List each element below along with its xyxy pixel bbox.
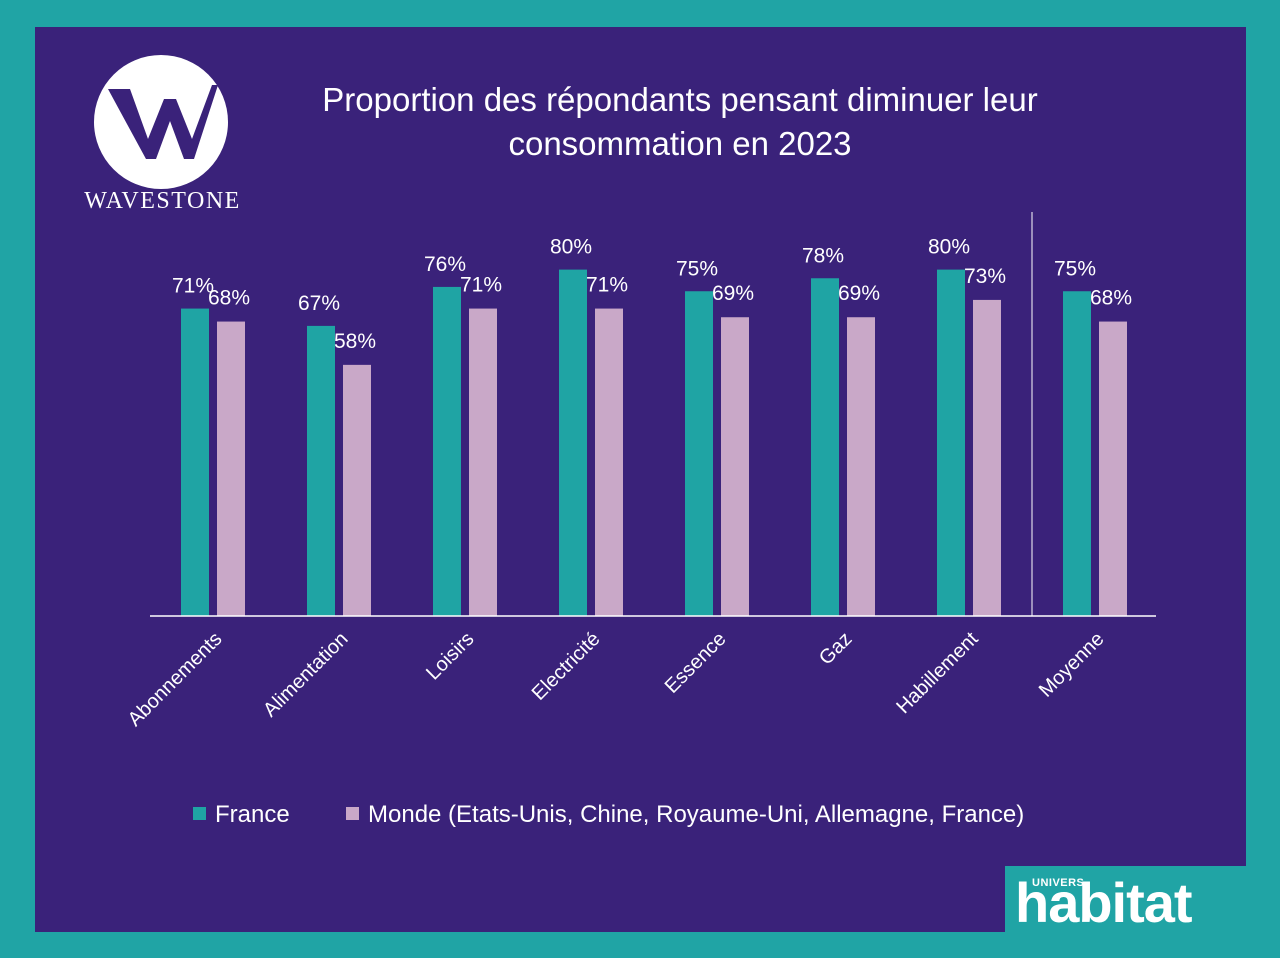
legend-monde-swatch — [346, 807, 359, 820]
data-label-monde-alimentation: 58% — [334, 330, 376, 353]
x-tick-label-abonnements: Abonnements — [124, 628, 227, 731]
data-label-monde-habillement: 73% — [964, 265, 1006, 288]
data-label-monde-electricite: 71% — [586, 274, 628, 297]
data-label-monde-abonnements: 68% — [208, 287, 250, 310]
data-label-monde-moyenne: 68% — [1090, 287, 1132, 310]
data-label-france-loisirs: 76% — [424, 253, 466, 276]
data-label-france-alimentation: 67% — [298, 292, 340, 315]
data-label-france-moyenne: 75% — [1054, 257, 1096, 280]
data-label-monde-gaz: 69% — [838, 282, 880, 305]
bar-monde-alimentation — [343, 364, 371, 616]
bar-monde-habillement — [973, 299, 1001, 616]
chart-title-line-1: Proportion des répondants pensant diminu… — [322, 81, 1038, 118]
bar-france-essence — [685, 291, 713, 616]
chart-title: Proportion des répondants pensant diminu… — [260, 78, 1100, 166]
bar-france-habillement — [937, 269, 965, 616]
bar-france-moyenne — [1063, 291, 1091, 616]
data-label-france-essence: 75% — [676, 257, 718, 280]
bar-france-electricite — [559, 269, 587, 616]
legend-france-label: France — [215, 801, 290, 828]
data-label-france-habillement: 80% — [928, 236, 970, 259]
data-label-monde-loisirs: 71% — [460, 274, 502, 297]
bar-monde-essence — [721, 317, 749, 616]
bar-france-gaz — [811, 278, 839, 616]
bar-france-abonnements — [181, 308, 209, 616]
x-tick-label-electricite: Electricité — [528, 628, 605, 705]
legend-france-swatch — [193, 807, 206, 820]
legend-monde-label: Monde (Etats-Unis, Chine, Royaume-Uni, A… — [368, 801, 1024, 828]
x-tick-label-essence: Essence — [661, 628, 731, 698]
bar-france-alimentation — [307, 325, 335, 616]
data-label-france-abonnements: 71% — [172, 275, 214, 298]
x-tick-label-moyenne: Moyenne — [1035, 628, 1109, 702]
logo-wordmark: WAVESTONE — [84, 188, 241, 214]
x-tick-label-gaz: Gaz — [815, 628, 856, 669]
badge-univers-label: UNIVERS — [1032, 877, 1085, 889]
badge-wordmark: habitat — [1015, 871, 1193, 934]
bar-france-loisirs — [433, 286, 461, 616]
data-label-monde-essence: 69% — [712, 282, 754, 305]
bar-monde-gaz — [847, 317, 875, 616]
bar-monde-loisirs — [469, 308, 497, 616]
bar-monde-abonnements — [217, 321, 245, 616]
data-label-france-electricite: 80% — [550, 236, 592, 259]
wavestone-w-icon — [94, 55, 228, 189]
bar-monde-moyenne — [1099, 321, 1127, 616]
x-tick-label-alimentation: Alimentation — [259, 628, 352, 721]
chart-title-line-2: consommation en 2023 — [508, 125, 852, 162]
x-tick-label-loisirs: Loisirs — [422, 628, 478, 684]
x-tick-label-habillement: Habillement — [892, 628, 983, 719]
univers-habitat-badge: habitat UNIVERS — [1005, 866, 1246, 934]
bar-monde-electricite — [595, 308, 623, 616]
wavestone-logo: WAVESTONE — [60, 55, 265, 215]
data-label-france-gaz: 78% — [802, 244, 844, 267]
